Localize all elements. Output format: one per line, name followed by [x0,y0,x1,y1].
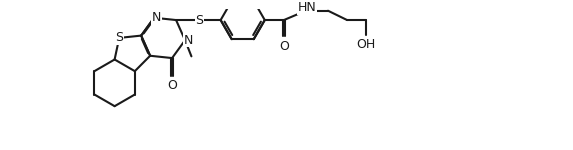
Text: S: S [195,14,203,27]
Text: O: O [167,79,177,92]
Text: O: O [279,40,289,52]
Text: N: N [152,11,161,24]
Text: HN: HN [298,1,317,14]
Text: S: S [115,31,123,44]
Text: OH: OH [356,38,376,51]
Text: N: N [183,34,193,47]
